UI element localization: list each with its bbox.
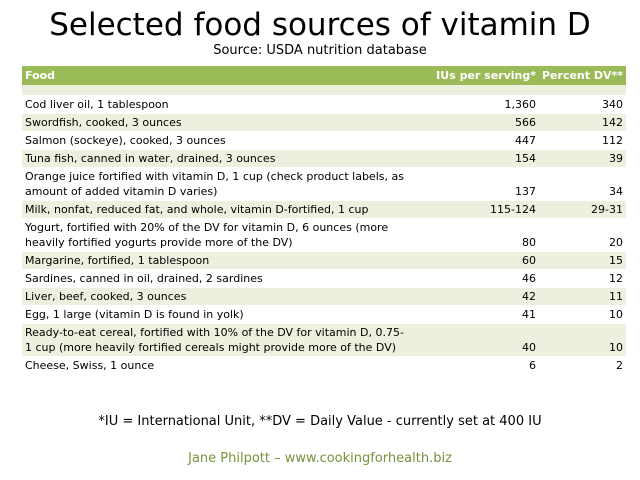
table-row: Sardines, canned in oil, drained, 2 sard… [22, 269, 626, 288]
food-cell: Cheese, Swiss, 1 ounce [22, 356, 412, 375]
table-row: Margarine, fortified, 1 tablespoon 60 15 [22, 251, 626, 270]
ius-cell: 566 [412, 113, 539, 132]
ius-cell: 60 [412, 251, 539, 270]
dv-cell: 10 [539, 323, 626, 357]
vitamin-d-table: Food IUs per serving* Percent DV** Cod l… [22, 66, 626, 375]
ius-cell: 80 [412, 218, 539, 252]
table-row: Ready-to-eat cereal, fortified with 10% … [22, 323, 626, 357]
food-cell: Yogurt, fortified with 20% of the DV for… [22, 218, 412, 252]
ius-cell: 154 [412, 149, 539, 168]
header-food: Food [22, 66, 412, 85]
dv-cell: 11 [539, 287, 626, 306]
dv-cell: 20 [539, 218, 626, 252]
table-row: Salmon (sockeye), cooked, 3 ounces 447 1… [22, 131, 626, 150]
dv-cell: 29-31 [539, 200, 626, 219]
ius-cell: 46 [412, 269, 539, 288]
dv-cell: 10 [539, 305, 626, 324]
food-cell: Tuna fish, canned in water, drained, 3 o… [22, 149, 412, 168]
food-cell: Margarine, fortified, 1 tablespoon [22, 251, 412, 270]
food-cell: Milk, nonfat, reduced fat, and whole, vi… [22, 200, 412, 219]
food-cell: Salmon (sockeye), cooked, 3 ounces [22, 131, 412, 150]
dv-cell: 15 [539, 251, 626, 270]
ius-cell: 137 [412, 167, 539, 201]
table-row: Orange juice fortified with vitamin D, 1… [22, 167, 626, 201]
ius-cell: 41 [412, 305, 539, 324]
ius-cell: 6 [412, 356, 539, 375]
food-cell: Sardines, canned in oil, drained, 2 sard… [22, 269, 412, 288]
dv-cell: 112 [539, 131, 626, 150]
author-credit: Jane Philpott – www.cookingforhealth.biz [188, 451, 452, 466]
table-row: Liver, beef, cooked, 3 ounces 42 11 [22, 287, 626, 306]
table-row: Cheese, Swiss, 1 ounce 6 2 [22, 356, 626, 375]
header-percent-dv: Percent DV** [539, 66, 626, 85]
spacer-row [22, 85, 626, 96]
food-cell: Swordfish, cooked, 3 ounces [22, 113, 412, 132]
dv-cell: 39 [539, 149, 626, 168]
ius-cell: 447 [412, 131, 539, 150]
table-row: Yogurt, fortified with 20% of the DV for… [22, 218, 626, 252]
ius-cell: 42 [412, 287, 539, 306]
food-cell: Ready-to-eat cereal, fortified with 10% … [22, 323, 412, 357]
dv-cell: 142 [539, 113, 626, 132]
table-header-row: Food IUs per serving* Percent DV** [22, 66, 626, 85]
footnote: *IU = International Unit, **DV = Daily V… [98, 414, 542, 429]
table-row: Milk, nonfat, reduced fat, and whole, vi… [22, 200, 626, 219]
dv-cell: 34 [539, 167, 626, 201]
page-title: Selected food sources of vitamin D [49, 7, 591, 43]
food-cell: Liver, beef, cooked, 3 ounces [22, 287, 412, 306]
dv-cell: 12 [539, 269, 626, 288]
food-cell: Egg, 1 large (vitamin D is found in yolk… [22, 305, 412, 324]
table-row: Swordfish, cooked, 3 ounces 566 142 [22, 113, 626, 132]
table-row: Cod liver oil, 1 tablespoon 1,360 340 [22, 95, 626, 114]
dv-cell: 2 [539, 356, 626, 375]
table-row: Tuna fish, canned in water, drained, 3 o… [22, 149, 626, 168]
table-row: Egg, 1 large (vitamin D is found in yolk… [22, 305, 626, 324]
ius-cell: 40 [412, 323, 539, 357]
food-cell: Orange juice fortified with vitamin D, 1… [22, 167, 412, 201]
header-ius: IUs per serving* [412, 66, 539, 85]
page-subtitle: Source: USDA nutrition database [213, 43, 427, 58]
food-cell: Cod liver oil, 1 tablespoon [22, 95, 412, 114]
ius-cell: 1,360 [412, 95, 539, 114]
dv-cell: 340 [539, 95, 626, 114]
ius-cell: 115-124 [412, 200, 539, 219]
